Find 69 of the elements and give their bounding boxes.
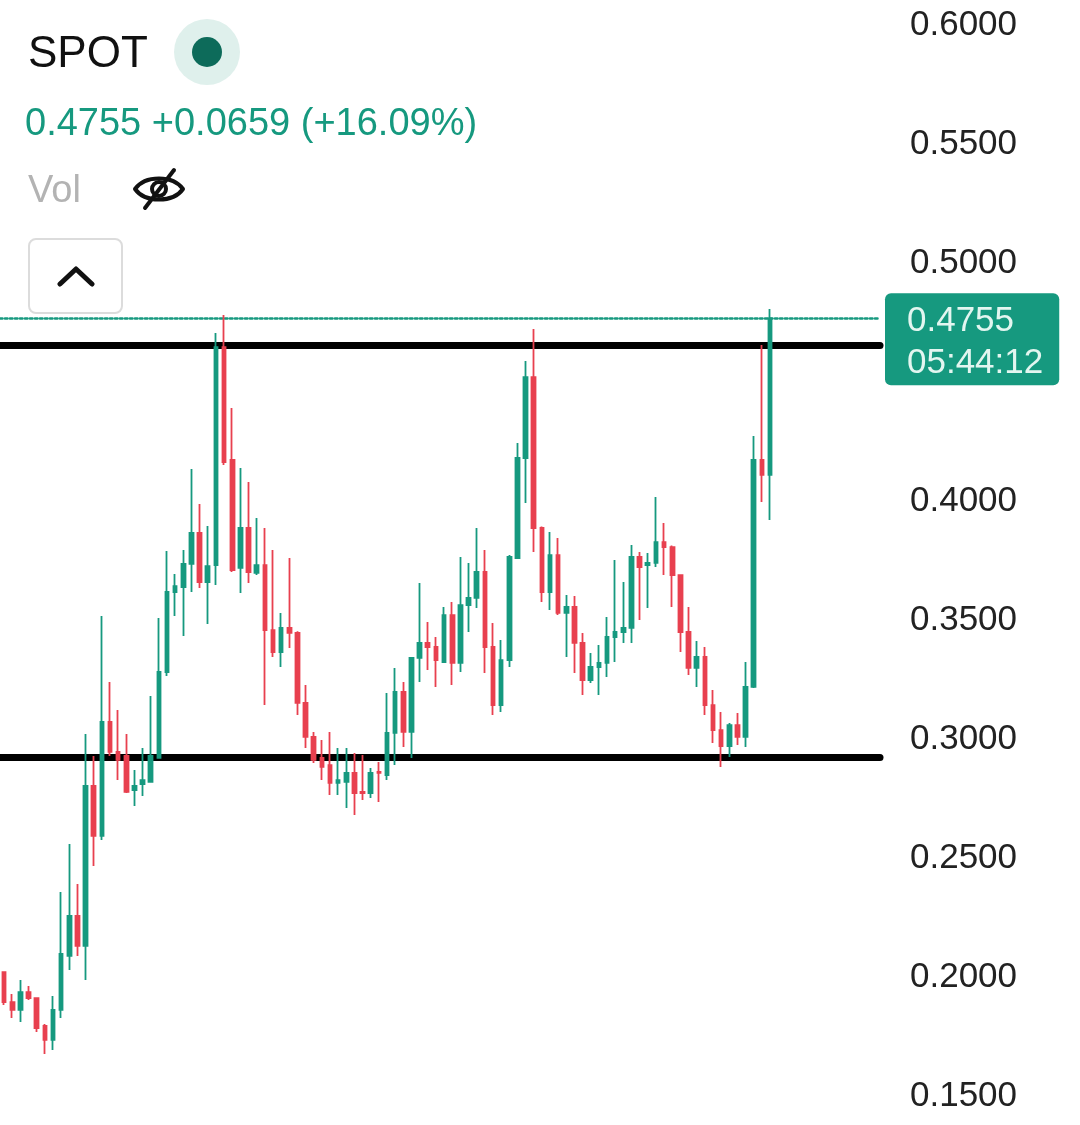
candlestick <box>237 467 244 594</box>
candlestick <box>669 544 676 608</box>
candlestick <box>620 581 627 644</box>
candlestick <box>392 667 398 766</box>
candlestick <box>204 525 211 625</box>
candlestick <box>359 754 366 801</box>
y-tick-label: 0.2500 <box>910 835 1018 875</box>
y-tick-label: 0.3500 <box>910 597 1018 637</box>
candlestick <box>74 883 81 957</box>
y-tick-label: 0.1500 <box>910 1073 1018 1113</box>
candlestick <box>376 761 382 803</box>
y-tick-label: 0.5500 <box>910 121 1018 161</box>
y-tick-label: 0.3000 <box>910 716 1018 756</box>
candlestick <box>302 684 309 749</box>
candlestick <box>726 722 733 758</box>
candlestick <box>42 1023 48 1055</box>
candlestick <box>253 517 260 577</box>
candlestick <box>90 755 97 867</box>
y-tick-label: 0.2000 <box>910 954 1018 994</box>
candlestick <box>661 522 667 577</box>
candlestick <box>335 747 341 796</box>
y-tick-label: 0.5000 <box>910 240 1018 280</box>
candlestick <box>587 652 594 684</box>
candlestick <box>759 344 765 503</box>
candlestick <box>653 496 659 568</box>
candlestick <box>9 993 16 1019</box>
candlestick <box>612 558 618 663</box>
candlestick <box>734 712 741 746</box>
ref-line-label: 0.4755 <box>907 298 1015 338</box>
candlestick <box>343 747 350 810</box>
candlestick <box>416 582 423 683</box>
candlestick <box>115 709 121 781</box>
candlestick <box>172 573 178 617</box>
candlestick <box>636 551 643 621</box>
candlestick <box>433 636 439 688</box>
candlestick <box>563 594 570 658</box>
candlestick <box>286 557 293 649</box>
annotation: Vol <box>28 168 81 210</box>
candlestick <box>693 640 700 688</box>
text: 05:44:12 <box>907 340 1044 380</box>
candlestick <box>131 769 138 807</box>
candlestick <box>351 752 358 816</box>
candlestick <box>685 606 692 676</box>
candlestick <box>424 621 431 671</box>
candlestick <box>180 548 187 637</box>
candlestick <box>139 747 146 797</box>
candlestick <box>327 731 333 796</box>
candlestick <box>644 552 651 609</box>
candlestick <box>147 695 154 783</box>
candlestick <box>17 979 24 1023</box>
chart-title: SPOT <box>28 27 148 77</box>
candlestick <box>718 711 724 768</box>
candlestick <box>449 601 456 686</box>
candlestick <box>107 681 113 757</box>
candlestick <box>245 481 252 584</box>
candlestick <box>188 468 195 593</box>
candlestick <box>270 548 276 658</box>
candlestick <box>596 644 602 696</box>
y-tick-label: 0.6000 <box>910 2 1018 42</box>
candlestick <box>457 556 464 673</box>
candlestick <box>66 843 73 971</box>
candlestick <box>473 527 480 609</box>
candlestick <box>319 739 325 781</box>
candlestick <box>465 562 472 633</box>
candlestick <box>571 595 578 674</box>
candlestick <box>262 527 268 706</box>
candlestick <box>25 985 32 1001</box>
y-tick-label: 0.4000 <box>910 478 1018 518</box>
text: 0.4755 +0.0659 (+16.09%) <box>25 100 478 144</box>
